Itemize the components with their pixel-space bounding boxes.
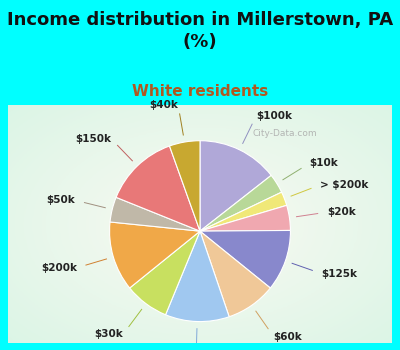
Text: City-Data.com: City-Data.com	[252, 129, 317, 138]
Text: > $200k: > $200k	[320, 180, 368, 190]
Wedge shape	[110, 197, 200, 231]
Wedge shape	[166, 231, 229, 322]
Wedge shape	[200, 205, 290, 231]
Text: $200k: $200k	[41, 263, 77, 273]
Wedge shape	[200, 192, 287, 231]
Text: $20k: $20k	[327, 207, 356, 217]
Wedge shape	[116, 146, 200, 231]
Wedge shape	[200, 231, 270, 317]
Text: $50k: $50k	[46, 195, 75, 205]
Wedge shape	[200, 230, 290, 288]
Wedge shape	[110, 222, 200, 288]
Wedge shape	[170, 141, 200, 231]
Wedge shape	[200, 141, 271, 231]
Text: $30k: $30k	[94, 329, 123, 339]
Text: Income distribution in Millerstown, PA
(%): Income distribution in Millerstown, PA (…	[7, 10, 393, 51]
Text: $100k: $100k	[256, 111, 292, 121]
Wedge shape	[130, 231, 200, 315]
Text: $150k: $150k	[75, 133, 111, 143]
Text: White residents: White residents	[132, 84, 268, 99]
Text: $40k: $40k	[149, 99, 178, 110]
Text: $125k: $125k	[321, 268, 357, 279]
Text: $10k: $10k	[309, 159, 338, 168]
Wedge shape	[200, 175, 282, 231]
Text: $60k: $60k	[274, 331, 302, 342]
